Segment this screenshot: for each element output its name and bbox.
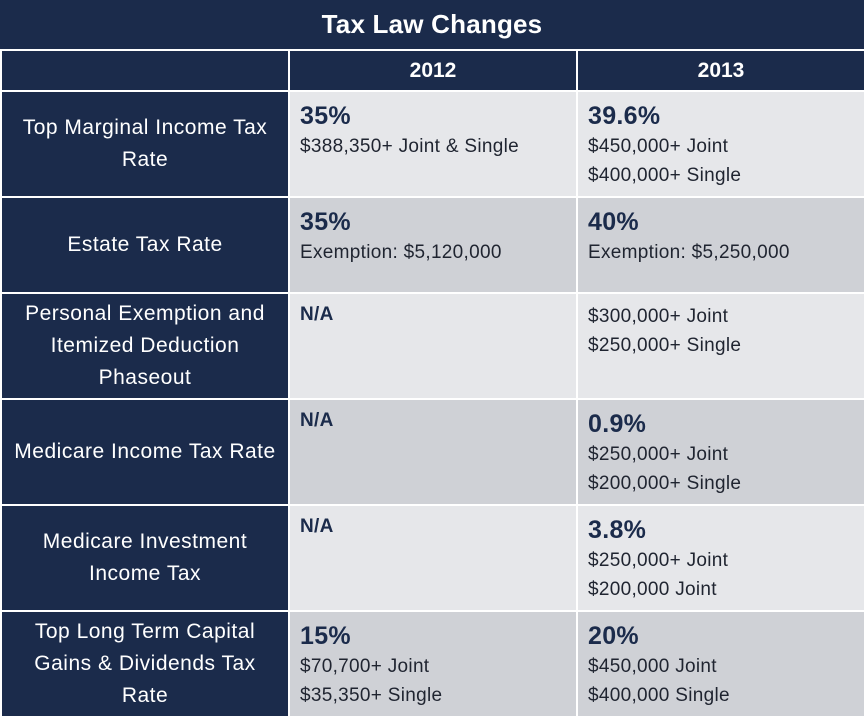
rate-value: N/A [300,516,334,537]
cell-2013: 40% Exemption: $5,250,000 [576,196,864,294]
cell-2013: 0.9% $250,000+ Joint $200,000+ Single [576,398,864,506]
threshold-line: $450,000+ Joint [588,136,729,157]
threshold-line: $250,000+ Joint [588,550,729,571]
table-row: Top Long Term Capital Gains & Dividends … [0,610,864,718]
threshold-line: $300,000+ Joint [588,306,729,327]
threshold-line: $388,350+ Joint & Single [300,136,520,157]
rate-value: 35% [300,102,351,130]
cell-2012: 35% Exemption: $5,120,000 [288,196,578,294]
threshold-line: $200,000+ Single [588,473,742,494]
row-label: Personal Exemption and Itemized Deductio… [0,292,290,400]
threshold-line: Exemption: $5,120,000 [300,242,502,263]
threshold-line: $400,000 Single [588,685,730,706]
cell-2013: 3.8% $250,000+ Joint $200,000 Joint [576,504,864,612]
tax-changes-table: 2012 2013 Top Marginal Income Tax Rate 3… [0,49,864,718]
table-row: Top Marginal Income Tax Rate 35% $388,35… [0,90,864,198]
row-label: Medicare Income Tax Rate [0,398,290,506]
table-title: Tax Law Changes [0,0,864,49]
cell-2012: N/A [288,398,578,506]
corner-header [0,49,290,92]
threshold-line: $450,000 Joint [588,656,717,677]
threshold-line: $400,000+ Single [588,165,742,186]
cell-2013: 20% $450,000 Joint $400,000 Single [576,610,864,718]
cell-2012: 15% $70,700+ Joint $35,350+ Single [288,610,578,718]
threshold-line: $200,000 Joint [588,579,717,600]
table-row: Estate Tax Rate 35% Exemption: $5,120,00… [0,196,864,294]
rate-value: 0.9% [588,410,647,438]
threshold-line: $250,000+ Single [588,335,742,356]
cell-2012: N/A [288,504,578,612]
year-2013-header: 2013 [576,49,864,92]
rate-value: N/A [300,410,334,431]
row-label: Medicare Investment Income Tax [0,504,290,612]
header-row: 2012 2013 [0,49,864,92]
threshold-line: $250,000+ Joint [588,444,729,465]
table-row: Medicare Investment Income Tax N/A 3.8% … [0,504,864,612]
rate-value: N/A [300,304,334,325]
rate-value: 3.8% [588,516,647,544]
row-label: Estate Tax Rate [0,196,290,294]
table-row: Personal Exemption and Itemized Deductio… [0,292,864,400]
cell-2013: $300,000+ Joint $250,000+ Single [576,292,864,400]
threshold-line: $70,700+ Joint [300,656,430,677]
cell-2013: 39.6% $450,000+ Joint $400,000+ Single [576,90,864,198]
threshold-line: $35,350+ Single [300,685,443,706]
rate-value: 40% [588,208,639,236]
threshold-line: Exemption: $5,250,000 [588,242,790,263]
rate-value: 20% [588,622,639,650]
cell-2012: 35% $388,350+ Joint & Single [288,90,578,198]
rate-value: 39.6% [588,102,661,130]
row-label: Top Marginal Income Tax Rate [0,90,290,198]
year-2012-header: 2012 [288,49,578,92]
rate-value: 35% [300,208,351,236]
table-row: Medicare Income Tax Rate N/A 0.9% $250,0… [0,398,864,506]
row-label: Top Long Term Capital Gains & Dividends … [0,610,290,718]
rate-value: 15% [300,622,351,650]
cell-2012: N/A [288,292,578,400]
